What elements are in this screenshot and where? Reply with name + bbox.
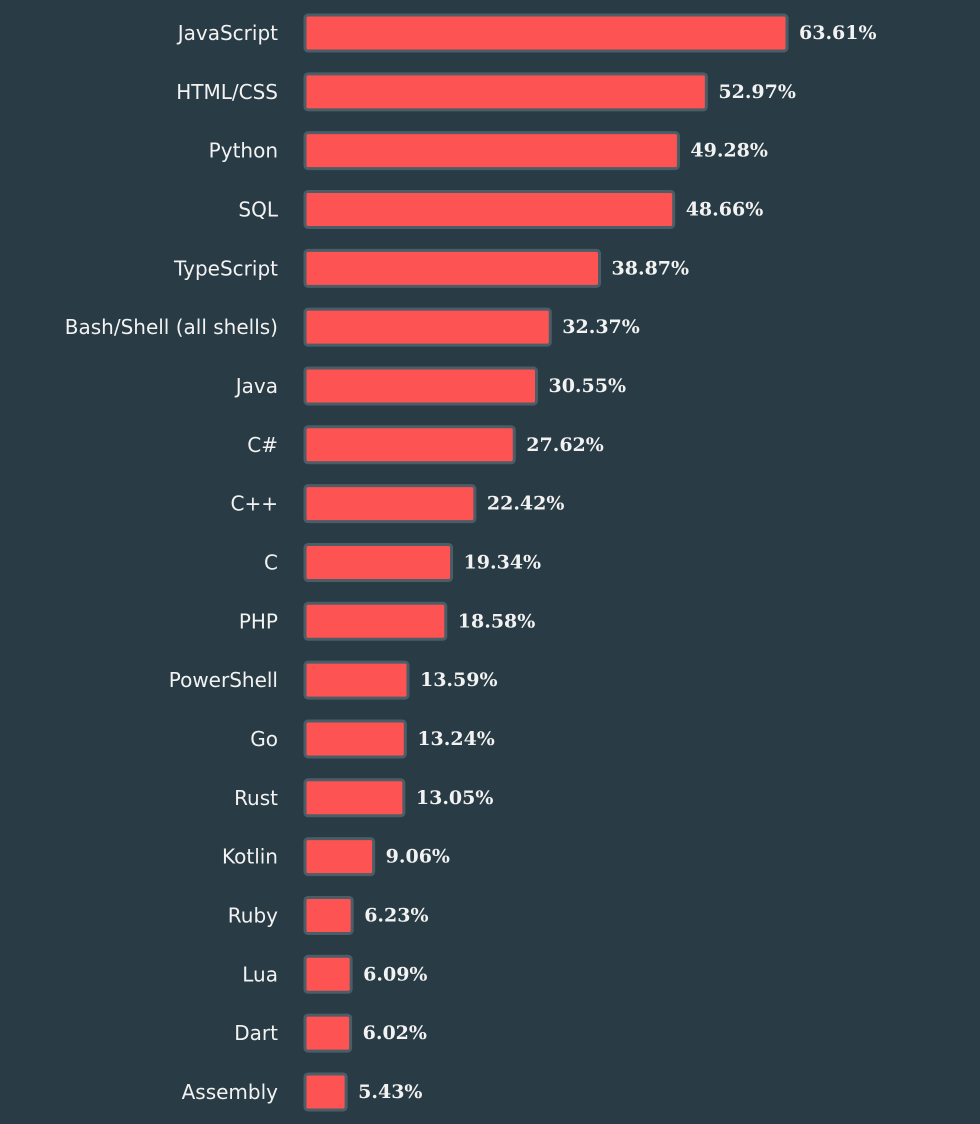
category-label: Go: [250, 727, 278, 751]
category-label: PHP: [239, 609, 278, 633]
bar-row: PowerShell 13.59%: [169, 660, 498, 700]
value-label: 19.34%: [464, 551, 542, 573]
value-label: 13.05%: [416, 787, 494, 809]
bar-row: C# 27.62%: [247, 425, 604, 465]
bar: [303, 954, 353, 994]
category-label: JavaScript: [176, 21, 278, 45]
value-label: 22.42%: [487, 493, 565, 515]
bar-row: HTML/CSS 52.97%: [176, 72, 796, 112]
bar: [303, 542, 454, 582]
value-label: 6.09%: [363, 963, 427, 985]
category-label: Rust: [234, 786, 278, 810]
bar: [303, 719, 407, 759]
category-label: PowerShell: [169, 668, 278, 692]
bar: [303, 484, 477, 524]
category-label: C: [264, 550, 278, 574]
bar: [303, 660, 410, 700]
value-label: 48.66%: [686, 198, 764, 220]
bar: [303, 1013, 353, 1053]
bar-row: Ruby 6.23%: [228, 895, 429, 935]
value-label: 32.37%: [562, 316, 640, 338]
category-label: HTML/CSS: [176, 80, 278, 104]
bar-row: Lua 6.09%: [242, 954, 427, 994]
category-label: Kotlin: [222, 845, 278, 869]
category-label: Lua: [242, 962, 278, 986]
value-label: 13.59%: [420, 669, 498, 691]
bar-row: JavaScript 63.61%: [176, 13, 877, 53]
bar: [303, 1072, 348, 1112]
bar-row: PHP 18.58%: [239, 601, 536, 641]
value-label: 38.87%: [612, 257, 690, 279]
bar: [303, 72, 708, 112]
category-label: C++: [231, 492, 278, 516]
bar-row: TypeScript 38.87%: [173, 248, 690, 288]
category-label: Assembly: [182, 1080, 279, 1104]
bar: [303, 425, 516, 465]
category-label: C#: [247, 433, 278, 457]
value-label: 6.02%: [363, 1022, 427, 1044]
value-label: 27.62%: [526, 434, 604, 456]
bar-row: Dart 6.02%: [234, 1013, 427, 1053]
bar: [303, 131, 680, 171]
bar-row: C++ 22.42%: [231, 484, 565, 524]
value-label: 30.55%: [548, 375, 626, 397]
bar: [303, 248, 602, 288]
category-label: Java: [234, 374, 278, 398]
value-label: 6.23%: [364, 904, 428, 926]
value-label: 5.43%: [358, 1081, 422, 1103]
bar: [303, 189, 676, 229]
bar: [303, 601, 448, 641]
bar: [303, 307, 552, 347]
bar-row: Assembly 5.43%: [182, 1072, 422, 1112]
bar-row: C 19.34%: [264, 542, 542, 582]
category-label: Bash/Shell (all shells): [65, 315, 278, 339]
bar-row: Go 13.24%: [250, 719, 495, 759]
value-label: 9.06%: [386, 846, 450, 868]
value-label: 13.24%: [417, 728, 495, 750]
bar-row: Rust 13.05%: [234, 778, 494, 818]
bar: [303, 13, 789, 53]
value-label: 49.28%: [690, 140, 768, 162]
bar-row: Python 49.28%: [209, 131, 768, 171]
bar: [303, 895, 354, 935]
category-label: TypeScript: [173, 256, 278, 280]
bar-row: Bash/Shell (all shells) 32.37%: [65, 307, 640, 347]
bar-row: Java 30.55%: [234, 366, 626, 406]
value-label: 18.58%: [458, 610, 536, 632]
category-label: Ruby: [228, 903, 278, 927]
bar: [303, 778, 406, 818]
category-label: Dart: [234, 1021, 278, 1045]
bar-row: Kotlin 9.06%: [222, 837, 450, 877]
bar-row: SQL 48.66%: [238, 189, 764, 229]
category-label: SQL: [238, 197, 278, 221]
bar: [303, 366, 538, 406]
value-label: 52.97%: [718, 81, 796, 103]
bar: [303, 837, 376, 877]
value-label: 63.61%: [799, 22, 877, 44]
category-label: Python: [209, 139, 278, 163]
